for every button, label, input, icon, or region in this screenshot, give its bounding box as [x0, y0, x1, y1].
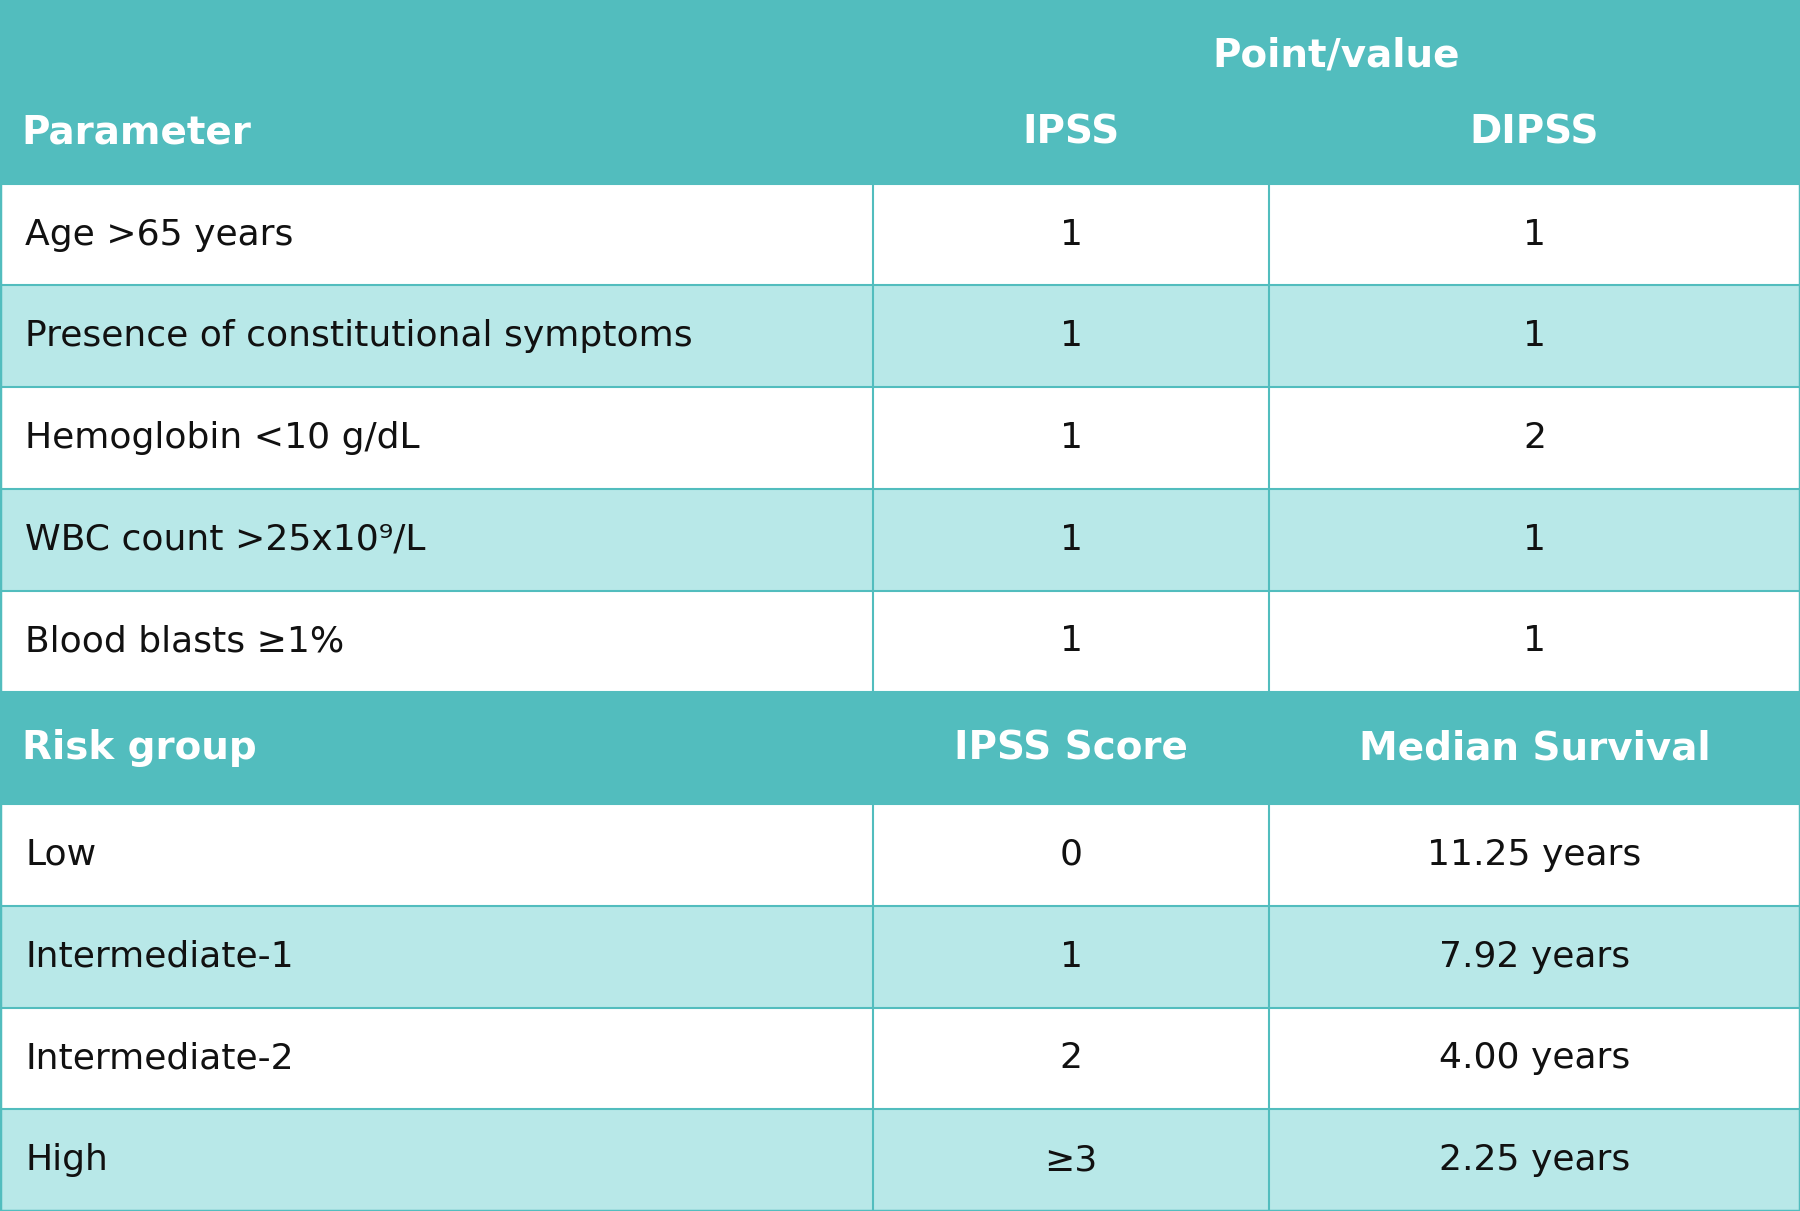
Bar	[0, 1008, 1800, 1109]
Text: 1: 1	[1060, 320, 1082, 354]
Text: 1: 1	[1060, 625, 1082, 659]
Bar	[0, 693, 1800, 804]
Text: IPSS Score: IPSS Score	[954, 729, 1188, 768]
Bar	[0, 388, 1800, 489]
Bar	[0, 184, 1800, 286]
Text: 2: 2	[1523, 421, 1546, 455]
Text: Point/value: Point/value	[1213, 36, 1460, 74]
Text: WBC count >25x10⁹/L: WBC count >25x10⁹/L	[25, 523, 425, 557]
Text: 0: 0	[1060, 838, 1082, 872]
Text: Median Survival: Median Survival	[1359, 729, 1710, 768]
Text: Hemoglobin <10 g/dL: Hemoglobin <10 g/dL	[25, 421, 419, 455]
Text: ≥3: ≥3	[1044, 1143, 1098, 1177]
Bar	[0, 591, 1800, 693]
Bar	[0, 0, 1800, 184]
Text: DIPSS: DIPSS	[1471, 113, 1598, 151]
Text: Risk group: Risk group	[22, 729, 256, 768]
Bar	[0, 906, 1800, 1008]
Text: 2: 2	[1060, 1041, 1082, 1075]
Text: 1: 1	[1060, 218, 1082, 252]
Text: 11.25 years: 11.25 years	[1427, 838, 1642, 872]
Text: IPSS: IPSS	[1022, 113, 1120, 151]
Bar	[0, 286, 1800, 388]
Text: Presence of constitutional symptoms: Presence of constitutional symptoms	[25, 320, 693, 354]
Text: Intermediate-1: Intermediate-1	[25, 940, 293, 974]
Text: 1: 1	[1523, 523, 1546, 557]
Text: Parameter: Parameter	[22, 113, 252, 151]
Text: 1: 1	[1523, 320, 1546, 354]
Text: Low: Low	[25, 838, 97, 872]
Bar	[0, 1109, 1800, 1211]
Text: 1: 1	[1523, 625, 1546, 659]
Text: 1: 1	[1060, 421, 1082, 455]
Bar	[0, 489, 1800, 591]
Text: 4.00 years: 4.00 years	[1438, 1041, 1631, 1075]
Text: High: High	[25, 1143, 108, 1177]
Text: Blood blasts ≥1%: Blood blasts ≥1%	[25, 625, 344, 659]
Text: 1: 1	[1060, 523, 1082, 557]
Text: 2.25 years: 2.25 years	[1438, 1143, 1631, 1177]
Text: 1: 1	[1523, 218, 1546, 252]
Text: 7.92 years: 7.92 years	[1438, 940, 1631, 974]
Text: Intermediate-2: Intermediate-2	[25, 1041, 293, 1075]
Text: 1: 1	[1060, 940, 1082, 974]
Text: Age >65 years: Age >65 years	[25, 218, 293, 252]
Bar	[0, 804, 1800, 906]
